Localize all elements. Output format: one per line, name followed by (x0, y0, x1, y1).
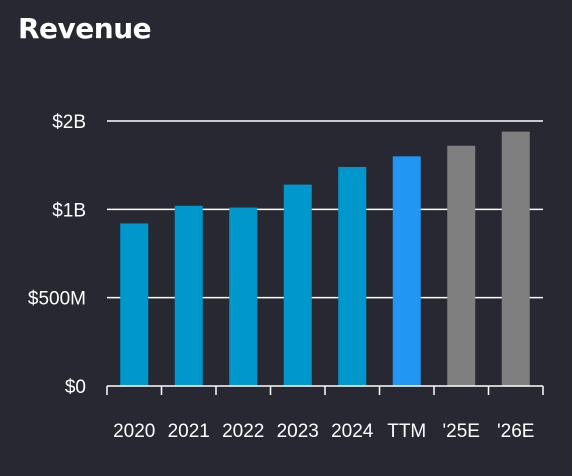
x-tick-label: 2022 (222, 421, 264, 442)
bar-ttm (392, 156, 421, 386)
y-tick-label: $2B (52, 112, 86, 133)
bar-2022 (229, 207, 258, 386)
bar-26e (501, 131, 530, 386)
x-tick-label: 2021 (168, 421, 210, 442)
x-tick-label: 2023 (277, 421, 319, 442)
bar-25e (447, 145, 476, 386)
x-axis-labels: 2020 2021 2022 2023 2024 TTM '25E '26E (113, 421, 534, 442)
y-tick-label: $0 (65, 377, 86, 398)
bar-2024 (338, 166, 367, 386)
x-tick-label: TTM (387, 421, 426, 442)
bar-2020 (120, 223, 149, 386)
y-axis-labels: $0 $500M $1B $2B (28, 112, 86, 398)
x-tick-label: 2024 (331, 421, 374, 442)
bars (120, 131, 530, 386)
x-axis (106, 385, 544, 395)
y-tick-label: $500M (28, 289, 86, 310)
x-tick-label: 2020 (113, 421, 155, 442)
y-tick-label: $1B (52, 200, 86, 221)
grid-lines (107, 120, 543, 299)
chart-title: Revenue (18, 12, 152, 45)
bar-2021 (174, 205, 203, 386)
bar-2023 (283, 184, 312, 386)
x-tick-label: '26E (497, 421, 534, 442)
x-tick-label: '25E (443, 421, 480, 442)
